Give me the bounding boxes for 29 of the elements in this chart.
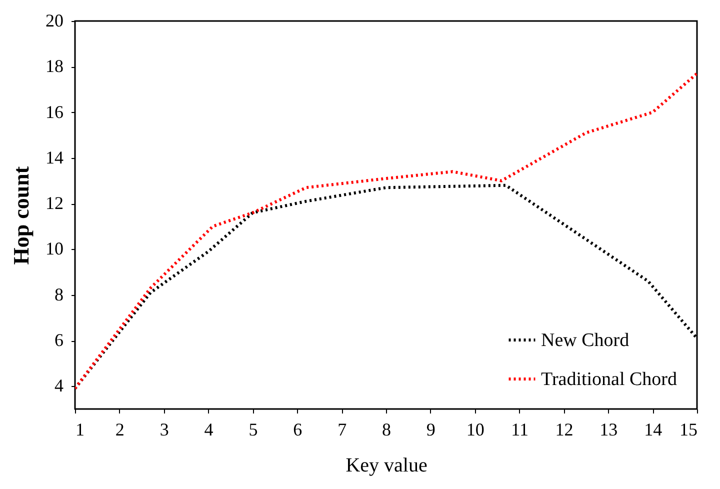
x-tick-label: 3 — [160, 420, 169, 440]
x-tick-label: 5 — [248, 420, 258, 440]
y-tick-label: 14 — [46, 147, 64, 168]
y-tick-label: 8 — [54, 284, 64, 304]
legend-label: New Chord — [541, 330, 630, 351]
x-tick-label: 9 — [426, 420, 436, 440]
y-tick-label: 10 — [46, 238, 64, 259]
x-tick-label: 6 — [293, 420, 302, 440]
y-axis-title: Hop count — [8, 166, 34, 265]
y-tick-label: 4 — [54, 376, 64, 396]
y-tick-label: 18 — [46, 56, 64, 76]
x-tick-label: 13 — [600, 420, 618, 440]
line-series — [75, 72, 697, 390]
x-tick-label: 8 — [382, 420, 391, 440]
x-tick-label: 10 — [466, 420, 484, 440]
x-tick-label: 4 — [204, 420, 214, 440]
x-axis-title: Key value — [346, 454, 428, 476]
x-tick-label: 12 — [555, 420, 574, 440]
legend-label: Traditional Chord — [541, 369, 678, 390]
y-tick-label: 16 — [46, 102, 64, 122]
x-tick-label: 1 — [76, 420, 84, 440]
x-tick-label: 2 — [115, 420, 124, 440]
y-tick-label: 6 — [54, 330, 64, 350]
x-tick-label: 11 — [511, 420, 528, 440]
x-tick-label: 14 — [644, 420, 662, 440]
x-tick-label: 7 — [338, 420, 347, 440]
y-tick-label: 12 — [46, 193, 64, 214]
x-tick-label: 15 — [680, 420, 698, 440]
y-tick-label: 20 — [46, 10, 64, 30]
